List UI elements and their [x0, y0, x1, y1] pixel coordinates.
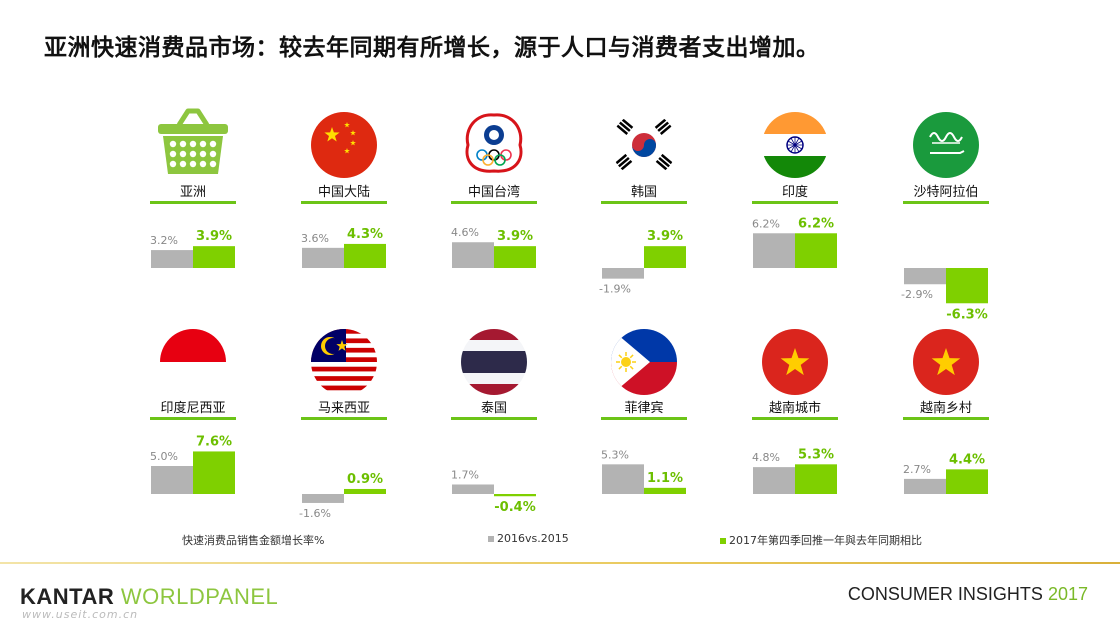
- category-underline: [301, 201, 387, 204]
- legend-swatch-gray: [488, 536, 494, 542]
- value-label-2017: 6.2%: [798, 216, 834, 231]
- value-label-2016: 3.6%: [301, 232, 329, 245]
- category-underline: [150, 417, 236, 420]
- category-label: 印度尼西亚: [160, 400, 225, 416]
- philippines-flag-icon: [611, 329, 677, 395]
- category-label: 中国大陆: [318, 184, 370, 200]
- malaysia-flag-icon: [311, 329, 377, 395]
- legend-swatch-green: [720, 538, 726, 544]
- category-label: 韩国: [631, 185, 657, 200]
- footer-divider: [0, 562, 1120, 564]
- bar-2016: [602, 268, 644, 279]
- bar-2016: [452, 242, 494, 268]
- value-label-2017: 3.9%: [647, 229, 683, 244]
- value-label-2017: 4.4%: [949, 452, 985, 467]
- value-label-2017: 7.6%: [196, 434, 232, 449]
- vietnam-flag-icon: [913, 329, 979, 395]
- category-label: 亚洲: [180, 185, 206, 200]
- basket-icon: [158, 108, 228, 174]
- bar-2016: [904, 268, 946, 285]
- fmcg-growth-chart: 亚洲 3.2% 3.9% 中国大陆 3.6% 4.3% 中国台湾 4.6% 3.9% 韩国 -1.9…: [150, 108, 989, 520]
- category-underline: [150, 201, 236, 204]
- category-underline: [752, 417, 838, 420]
- bar-2016: [753, 233, 795, 268]
- value-label-2016: 5.3%: [601, 448, 629, 461]
- thailand-flag-icon: [461, 329, 527, 395]
- category-underline: [601, 201, 687, 204]
- category-label: 马来西亚: [318, 401, 370, 416]
- category-label: 越南乡村: [920, 400, 972, 416]
- bar-2017: [644, 246, 686, 268]
- value-label-2016: 1.7%: [451, 468, 479, 481]
- page-title: 亚洲快速消费品市场：较去年同期有所增长，源于人口与消费者支出增加。: [44, 35, 820, 61]
- taiwan-olympic-flag-icon: [461, 112, 527, 178]
- bar-2017: [494, 246, 536, 268]
- value-label-2016: 4.6%: [451, 226, 479, 239]
- bar-2016: [302, 494, 344, 503]
- india-flag-icon: [762, 112, 828, 178]
- category-underline: [903, 201, 989, 204]
- value-label-2017: 0.9%: [347, 472, 383, 487]
- bar-2017: [344, 243, 386, 268]
- category-underline: [451, 417, 537, 420]
- bar-2017: [946, 268, 988, 304]
- value-label-2017: 3.9%: [497, 229, 533, 244]
- category-underline: [903, 417, 989, 420]
- indonesia-flag-icon: [160, 329, 226, 395]
- korea-flag-icon: [611, 112, 677, 178]
- bar-2016: [753, 467, 795, 494]
- watermark: www.useit.com.cn: [22, 608, 139, 621]
- category-label: 印度: [782, 184, 808, 200]
- legend-label-2017: 2017年第四季回推一年與去年同期相比: [729, 534, 922, 547]
- category-underline: [301, 417, 387, 420]
- value-label-2017: -0.4%: [494, 500, 535, 515]
- saudi-flag-icon: [913, 112, 979, 178]
- value-label-2016: -1.9%: [599, 283, 631, 296]
- category-underline: [451, 201, 537, 204]
- value-label-2016: 6.2%: [752, 217, 780, 230]
- kantar-worldpanel-logo: KANTAR WORLDPANEL: [20, 584, 279, 609]
- category-underline: [752, 201, 838, 204]
- bar-2016: [904, 478, 946, 494]
- vietnam-flag-icon: [762, 329, 828, 395]
- category-label: 泰国: [481, 401, 507, 416]
- value-label-2016: -2.9%: [901, 288, 933, 301]
- bar-2017: [946, 469, 988, 494]
- value-label-2017: 5.3%: [798, 447, 834, 462]
- value-label-2016: 5.0%: [150, 450, 178, 463]
- bar-2016: [151, 250, 193, 268]
- category-label: 中国台湾: [468, 184, 520, 200]
- bar-2016: [302, 247, 344, 268]
- bar-2016: [452, 484, 494, 494]
- legend-item-2016: 2016vs.2015: [488, 532, 569, 545]
- bar-2017: [494, 494, 536, 497]
- bar-2017: [795, 233, 837, 268]
- bar-2016: [151, 466, 193, 494]
- value-label-2017: -6.3%: [946, 307, 987, 322]
- value-label-2017: 3.9%: [196, 229, 232, 244]
- legend-item-2017: 2017年第四季回推一年與去年同期相比: [720, 532, 922, 548]
- bar-2017: [644, 487, 686, 494]
- value-label-2016: -1.6%: [299, 507, 331, 520]
- consumer-insights-label: CONSUMER INSIGHTS 2017: [847, 584, 1088, 604]
- value-label-2016: 4.8%: [752, 451, 780, 464]
- bar-2016: [602, 464, 644, 494]
- value-label-2016: 2.7%: [903, 463, 931, 476]
- bar-2017: [795, 464, 837, 494]
- category-underline: [601, 417, 687, 420]
- bar-2017: [344, 488, 386, 494]
- bar-2017: [193, 451, 235, 494]
- value-label-2016: 3.2%: [150, 234, 178, 247]
- legend-label-2016: 2016vs.2015: [497, 532, 569, 545]
- category-label: 越南城市: [769, 400, 821, 416]
- china-flag-icon: [311, 112, 377, 178]
- value-label-2017: 1.1%: [647, 471, 683, 486]
- category-label: 沙特阿拉伯: [913, 185, 978, 200]
- category-label: 菲律宾: [624, 400, 663, 416]
- bar-2017: [193, 246, 235, 268]
- value-label-2017: 4.3%: [347, 227, 383, 242]
- legend-title: 快速消费品销售金额增长率%: [182, 534, 325, 547]
